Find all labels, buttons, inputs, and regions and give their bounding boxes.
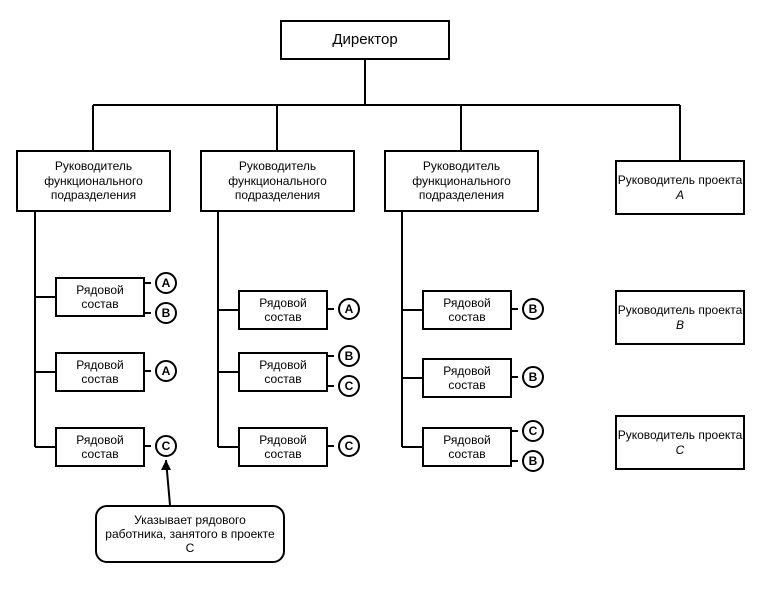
director-box: Директор	[280, 20, 450, 60]
functional-head-label: Руководитель функционального подразделен…	[386, 159, 537, 202]
staff-label: Рядовой состав	[424, 296, 510, 325]
staff-label: Рядовой состав	[240, 358, 326, 387]
staff-box: Рядовой состав	[55, 277, 145, 317]
staff-box: Рядовой состав	[422, 358, 512, 398]
staff-label: Рядовой состав	[57, 358, 143, 387]
project-head-label: Руководитель проекта A	[617, 173, 743, 202]
functional-head-label: Руководитель функционального подразделен…	[202, 159, 353, 202]
project-tag-circle: C	[522, 420, 544, 442]
staff-box: Рядовой состав	[422, 290, 512, 330]
functional-head-label: Руководитель функционального подразделен…	[18, 159, 169, 202]
functional-head-box: Руководитель функционального подразделен…	[16, 150, 171, 212]
staff-label: Рядовой состав	[424, 433, 510, 462]
project-head-box: Руководитель проекта C	[615, 415, 745, 470]
project-tag-circle: B	[522, 366, 544, 388]
director-label: Директор	[332, 31, 397, 49]
project-tag-circle: B	[155, 302, 177, 324]
project-tag-circle: B	[522, 450, 544, 472]
staff-box: Рядовой состав	[422, 427, 512, 467]
staff-label: Рядовой состав	[57, 433, 143, 462]
project-tag-circle: C	[338, 375, 360, 397]
project-tag-circle: A	[155, 272, 177, 294]
staff-label: Рядовой состав	[240, 433, 326, 462]
project-tag-circle: A	[155, 360, 177, 382]
staff-label: Рядовой состав	[424, 364, 510, 393]
staff-box: Рядовой состав	[238, 352, 328, 392]
staff-box: Рядовой состав	[238, 290, 328, 330]
project-head-label: Руководитель проекта B	[617, 303, 743, 332]
project-tag-circle: B	[522, 298, 544, 320]
functional-head-box: Руководитель функционального подразделен…	[384, 150, 539, 212]
project-tag-circle: C	[338, 435, 360, 457]
staff-box: Рядовой состав	[55, 427, 145, 467]
project-head-label: Руководитель проекта C	[617, 428, 743, 457]
project-head-box: Руководитель проекта B	[615, 290, 745, 345]
functional-head-box: Руководитель функционального подразделен…	[200, 150, 355, 212]
callout-box: Указывает рядового работника, занятого в…	[95, 505, 285, 563]
project-tag-circle: A	[338, 298, 360, 320]
staff-box: Рядовой состав	[238, 427, 328, 467]
project-tag-circle: C	[155, 435, 177, 457]
staff-label: Рядовой состав	[57, 283, 143, 312]
staff-box: Рядовой состав	[55, 352, 145, 392]
callout-label: Указывает рядового работника, занятого в…	[103, 513, 277, 555]
project-head-box: Руководитель проекта A	[615, 160, 745, 215]
project-tag-circle: B	[338, 345, 360, 367]
staff-label: Рядовой состав	[240, 296, 326, 325]
